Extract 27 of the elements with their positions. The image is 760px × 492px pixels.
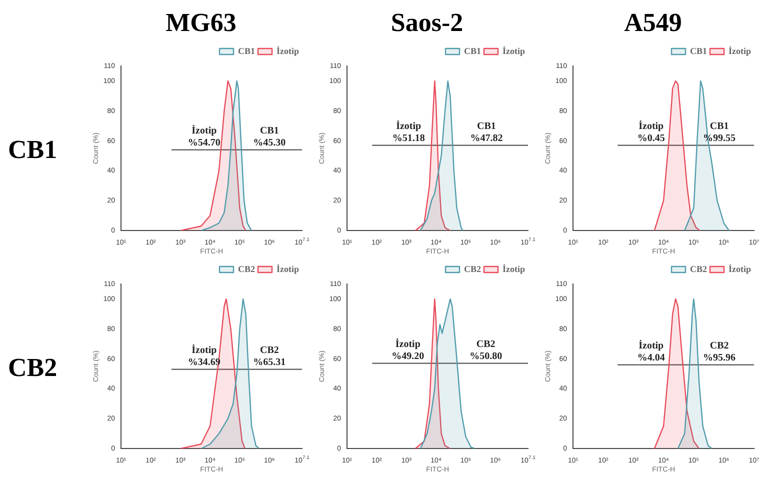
legend-label: CB2 <box>464 264 482 274</box>
legend-label: İzotip <box>728 264 751 274</box>
annotation: İzotip %4.04 <box>637 339 665 364</box>
legend-label: İzotip <box>502 264 525 274</box>
chart-title: MG63 <box>164 8 238 39</box>
annotation: CB2 %65.31 <box>253 344 286 368</box>
legend-label: CB2 <box>238 264 256 274</box>
legend-label: CB1 <box>690 46 708 56</box>
legend-label: CB2 <box>690 264 708 274</box>
legend-label: İzotip <box>276 264 299 274</box>
legend-label: İzotip <box>276 46 299 56</box>
text: CB1 <box>8 135 58 165</box>
annotation: CB1 %45.30 <box>253 125 286 148</box>
chart-title: Saos-2 <box>390 8 464 39</box>
legend-label: İzotip <box>502 46 525 56</box>
legend-label: İzotip <box>728 46 751 56</box>
annotation: İzotip %54.70 <box>188 124 220 148</box>
annotation: CB2 %50.80 <box>470 338 502 362</box>
annotation: İzotip %49.20 <box>392 338 424 362</box>
legend-label: CB1 <box>464 46 482 56</box>
annotation: CB2 %95.96 <box>703 340 736 364</box>
annotation: CB1 %47.82 <box>470 120 503 144</box>
chart-title: A549 <box>623 8 683 39</box>
text: CB2 <box>8 353 58 383</box>
annotation: İzotip %0.45 <box>637 120 665 144</box>
annotation: İzotip %51.18 <box>392 120 425 144</box>
legend-label: CB1 <box>238 46 256 56</box>
